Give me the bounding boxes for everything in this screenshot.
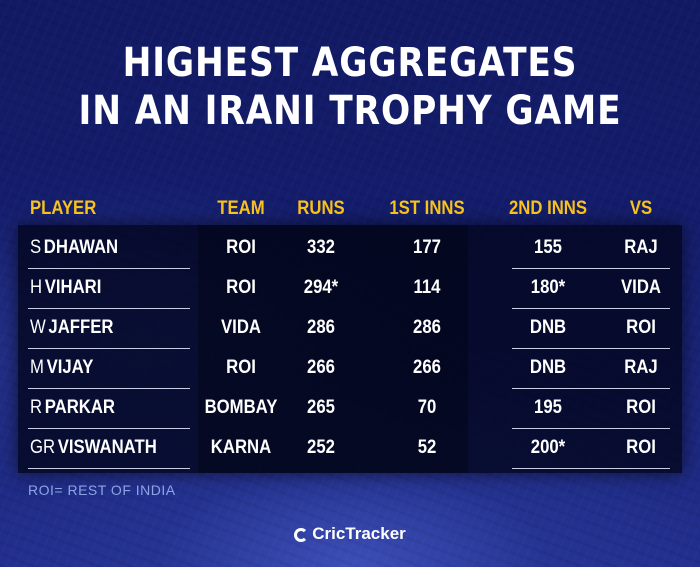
first-inns-cell: 177 [413,237,441,258]
player-initial: R [30,397,43,418]
team-cell: ROI [226,237,256,258]
vs-cell: ROI [626,437,656,458]
player-name: H VIHARI [30,269,180,307]
brand-logo: CricTracker [0,524,700,544]
header-second-inns: 2ND INNS [508,198,588,219]
second-inns-cell: 200* [530,437,566,458]
player-name: GR VISWANATH [30,429,180,467]
player-name: R PARKAR [30,389,180,427]
first-inns-cell: 114 [413,277,441,298]
second-inns-cell: 180* [530,277,566,298]
player-name: S DHAWAN [30,229,180,267]
title-line-2: IN AN IRANI TROPHY GAME [78,88,622,134]
header-vs: VS [629,198,653,219]
player-surname: VISWANATH [57,437,157,458]
runs-cell: 265 [307,397,335,418]
team-cell: ROI [226,277,256,298]
player-initial: M [30,357,44,378]
row-divider-left [28,468,190,469]
row-divider-right [512,308,670,309]
player-initial: GR [30,437,56,458]
first-inns-cell: 52 [417,437,437,458]
team-cell: VIDA [221,317,261,338]
first-inns-cell: 286 [413,317,441,338]
row-divider-left [28,268,190,269]
player-surname: PARKAR [44,397,116,418]
player-initial: S [30,237,42,258]
player-surname: VIHARI [44,277,102,298]
row-divider-left [28,348,190,349]
vs-cell: ROI [626,317,656,338]
player-initial: W [30,317,46,338]
player-surname: JAFFER [48,317,114,338]
vs-cell: VIDA [621,277,661,298]
table-header: PLAYER TEAM RUNS 1ST INNS 2ND INNS VS [0,196,700,222]
header-first-inns: 1ST INNS [389,198,465,219]
second-inns-cell: 195 [534,397,562,418]
table-background [18,225,682,473]
runs-cell: 266 [307,357,335,378]
header-team: TEAM [217,198,265,219]
crictracker-logo-icon [294,528,309,542]
table-row: M VIJAY ROI 266 266 DNB RAJ [0,349,700,389]
header-player: PLAYER [30,198,97,219]
row-divider-left [28,388,190,389]
header-runs: RUNS [297,198,345,219]
runs-cell: 332 [307,237,335,258]
table-row: W JAFFER VIDA 286 286 DNB ROI [0,309,700,349]
player-name: M VIJAY [30,349,180,387]
row-divider-right [512,348,670,349]
runs-cell: 286 [307,317,335,338]
vs-cell: RAJ [624,357,658,378]
table-row: R PARKAR BOMBAY 265 70 195 ROI [0,389,700,429]
row-divider-right [512,468,670,469]
second-inns-cell: DNB [529,357,567,378]
player-name: W JAFFER [30,309,180,347]
team-cell: BOMBAY [204,397,278,418]
footnote: ROI= REST OF INDIA [28,482,176,498]
player-surname: DHAWAN [43,237,119,258]
runs-cell: 294* [303,277,339,298]
vs-cell: ROI [626,397,656,418]
player-initial: H [30,277,43,298]
runs-cell: 252 [307,437,335,458]
second-inns-cell: 155 [534,237,562,258]
row-divider-right [512,388,670,389]
row-divider-right [512,428,670,429]
team-cell: KARNA [210,437,272,458]
title-line-1: HIGHEST AGGREGATES [122,40,578,86]
team-cell: ROI [226,357,256,378]
first-inns-cell: 266 [413,357,441,378]
row-divider-right [512,268,670,269]
brand-name: CricTracker [312,524,406,543]
row-divider-left [28,308,190,309]
player-surname: VIJAY [46,357,94,378]
first-inns-cell: 70 [417,397,437,418]
table-row: H VIHARI ROI 294* 114 180* VIDA [0,269,700,309]
second-inns-cell: DNB [529,317,567,338]
table-row: S DHAWAN ROI 332 177 155 RAJ [0,229,700,269]
row-divider-left [28,428,190,429]
table-row: GR VISWANATH KARNA 252 52 200* ROI [0,429,700,469]
vs-cell: RAJ [624,237,658,258]
